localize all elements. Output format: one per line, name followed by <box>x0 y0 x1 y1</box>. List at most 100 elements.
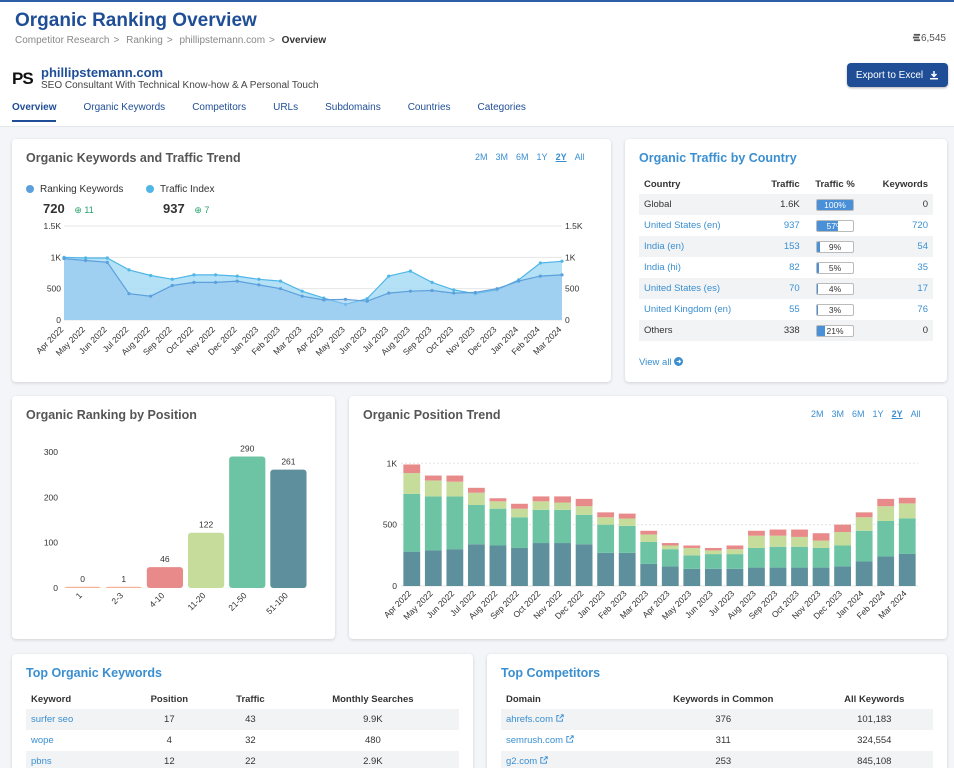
pct-bar: 4% <box>816 282 854 295</box>
tab-subdomains[interactable]: Subdomains <box>325 102 381 113</box>
tab-overview[interactable]: Overview <box>12 102 57 122</box>
range-all[interactable]: All <box>574 152 585 162</box>
trend-ytick-left: 1.5K <box>44 221 62 231</box>
legend-ranking-keywords[interactable]: Ranking Keywords <box>26 184 123 195</box>
ptrend-bar-segment <box>704 568 722 586</box>
country-traffic: 70 <box>757 278 805 299</box>
ptrend-bar-segment <box>489 498 507 502</box>
page-title: Organic Ranking Overview <box>15 10 257 31</box>
country-name: Global <box>639 194 758 215</box>
traffic-pct-header: Traffic % <box>815 178 855 190</box>
competitor-domain-link[interactable]: semrush.com <box>501 730 631 751</box>
keywords-title[interactable]: Top Organic Keywords <box>26 666 162 680</box>
prange-all[interactable]: All <box>910 409 921 419</box>
ptrend-bar-segment <box>704 547 722 551</box>
country-name[interactable]: United Kingdom (en) <box>644 304 732 315</box>
legend-dot-keywords <box>26 185 34 194</box>
trend-point <box>84 256 88 260</box>
range-2m[interactable]: 2M <box>475 152 488 162</box>
ptrend-bar-segment <box>661 549 679 567</box>
country-name[interactable]: United States (es) <box>639 278 758 299</box>
ptrend-bar-segment <box>403 464 421 474</box>
position-bar-label: 261 <box>281 457 295 467</box>
trend-point <box>170 277 174 281</box>
competitors-title[interactable]: Top Competitors <box>501 666 601 680</box>
trend-ytick-left: 1K <box>51 252 62 262</box>
trend-point <box>560 259 564 263</box>
trend-point <box>278 287 283 291</box>
traffic-by-country-card: Organic Traffic by Country Country Traff… <box>625 139 947 382</box>
ptrend-bar-segment <box>575 498 593 507</box>
country-name[interactable]: United States (en) <box>644 220 721 231</box>
ptrend-bar-segment <box>575 514 593 545</box>
country-title[interactable]: Organic Traffic by Country <box>639 151 797 165</box>
ptrend-bar-segment <box>812 533 830 541</box>
range-2y[interactable]: 2Y <box>555 152 567 162</box>
competitor-domain-link[interactable]: g2.com <box>501 751 631 768</box>
country-row: India (hi) 82 5% 35 <box>639 257 933 278</box>
ptrend-bar-segment <box>769 546 787 568</box>
breadcrumb-domain[interactable]: phillipstemann.com <box>179 35 266 46</box>
site-description: SEO Consultant With Technical Know-how &… <box>41 80 319 91</box>
ptrend-bar-segment <box>597 552 615 586</box>
legend-traffic-index[interactable]: Traffic Index <box>146 184 214 195</box>
pct-bar: 3% <box>816 303 854 316</box>
breadcrumb-ranking[interactable]: Ranking <box>126 35 163 46</box>
keywords-header: Keywords <box>882 178 928 190</box>
prange-3m[interactable]: 3M <box>831 409 845 419</box>
trend-line-keywords <box>63 258 563 302</box>
ptrend-bar-segment <box>898 553 916 586</box>
trend-ytick-right: 1K <box>565 252 576 262</box>
prange-1y[interactable]: 1Y <box>872 409 884 419</box>
position-title: Organic Ranking by Position <box>26 408 197 422</box>
tab-competitors[interactable]: Competitors <box>192 102 247 113</box>
range-6m[interactable]: 6M <box>516 152 529 162</box>
position-xtick: 1 <box>74 590 85 601</box>
country-name[interactable]: India (en) <box>639 236 758 257</box>
comp-all-header: All Keywords <box>844 693 905 705</box>
prange-6m[interactable]: 6M <box>852 409 865 419</box>
ptrend-bar-segment <box>898 497 916 504</box>
comp-domain-header: Domain <box>506 693 541 705</box>
ptrend-range-selector: 2M 3M 6M 1Y 2Y All <box>811 409 921 419</box>
position-trend-card: Organic Position Trend 2M 3M 6M 1Y 2Y Al… <box>349 396 947 639</box>
keyword-link[interactable]: wope <box>31 735 54 746</box>
ptrend-bar-segment <box>812 567 830 586</box>
site-name[interactable]: phillipstemann.com <box>41 65 164 80</box>
prange-2y[interactable]: 2Y <box>891 409 903 419</box>
download-icon <box>930 71 939 80</box>
range-1y[interactable]: 1Y <box>536 152 548 162</box>
ptrend-bar-segment <box>661 566 679 586</box>
keyword-link[interactable]: pbns <box>26 751 125 768</box>
country-traffic: 55 <box>789 304 800 315</box>
tab-organic-keywords[interactable]: Organic Keywords <box>83 102 166 113</box>
ptrend-bar-segment <box>575 544 593 586</box>
ptrend-bar-segment <box>683 555 701 569</box>
keyword-position: 17 <box>124 709 215 730</box>
keywords-total-value: 720 <box>43 201 65 216</box>
ptrend-bar-segment <box>597 512 615 518</box>
range-3m[interactable]: 3M <box>495 152 509 162</box>
position-bar-label: 1 <box>121 574 126 584</box>
keyword-link[interactable]: surfer seo <box>26 709 125 730</box>
ptrend-ytick: 0 <box>392 581 397 591</box>
prange-2m[interactable]: 2M <box>811 409 824 419</box>
competitor-domain-link[interactable]: ahrefs.com <box>501 709 631 730</box>
ptrend-bar-segment <box>748 547 765 568</box>
tab-urls[interactable]: URLs <box>273 102 299 113</box>
tab-categories[interactable]: Categories <box>477 102 526 113</box>
country-name[interactable]: India (hi) <box>644 262 681 273</box>
trend-point <box>430 288 434 293</box>
top-competitors-card: Top Competitors Domain Keywords in Commo… <box>487 654 947 768</box>
position-bar-label: 0 <box>80 574 85 584</box>
ptrend-bar-segment <box>726 545 744 550</box>
view-all-countries-link[interactable]: View all <box>639 357 684 368</box>
tab-countries[interactable]: Countries <box>407 102 451 113</box>
ptrend-bar-segment <box>812 540 830 548</box>
pct-bar-fill <box>817 220 838 231</box>
breadcrumb-competitor-research[interactable]: Competitor Research <box>15 35 110 46</box>
trend-point <box>430 280 434 284</box>
ptrend-bar-segment <box>877 520 895 557</box>
export-excel-button[interactable]: Export to Excel <box>847 63 948 87</box>
ptrend-bar-segment <box>640 530 658 535</box>
